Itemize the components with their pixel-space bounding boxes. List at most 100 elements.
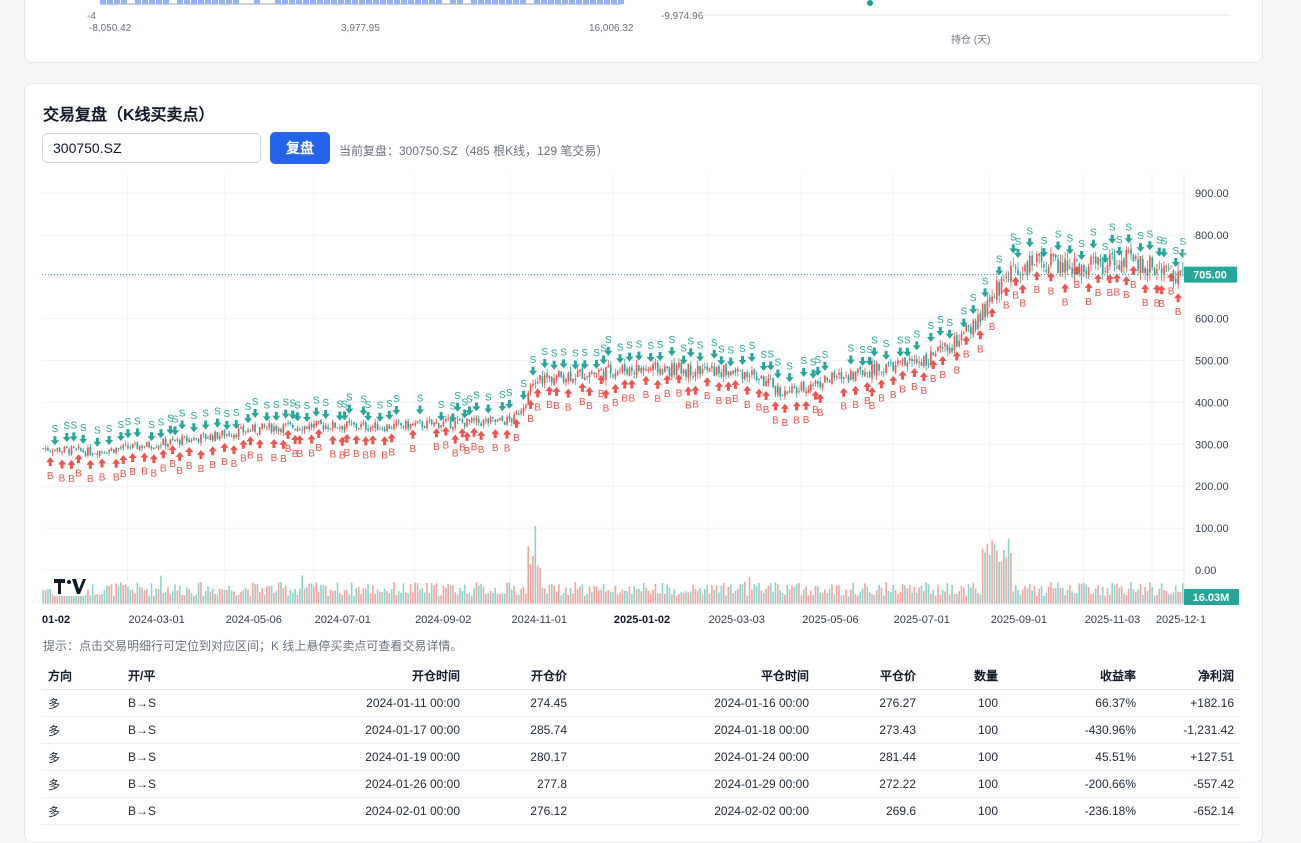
buy-marker[interactable]: B bbox=[352, 435, 361, 460]
sell-marker[interactable]: S bbox=[244, 402, 253, 424]
buy-marker[interactable]: B bbox=[112, 458, 121, 484]
sell-marker[interactable]: S bbox=[1124, 222, 1133, 244]
sell-marker[interactable]: S bbox=[785, 361, 794, 383]
buy-marker[interactable]: B bbox=[703, 377, 712, 402]
sell-marker[interactable]: S bbox=[1089, 228, 1098, 249]
buy-marker[interactable]: B bbox=[988, 308, 997, 333]
buy-marker[interactable]: B bbox=[910, 368, 919, 393]
sell-marker[interactable]: S bbox=[696, 341, 705, 362]
sell-marker[interactable]: S bbox=[580, 348, 589, 370]
buy-marker[interactable]: B bbox=[1072, 265, 1081, 291]
sell-marker[interactable]: S bbox=[448, 401, 457, 423]
sell-marker[interactable]: S bbox=[571, 348, 580, 370]
buy-marker[interactable]: B bbox=[938, 355, 947, 381]
buy-marker[interactable]: B bbox=[811, 390, 820, 416]
buy-marker[interactable]: B bbox=[620, 379, 629, 405]
sell-marker[interactable]: S bbox=[926, 321, 935, 342]
buy-marker[interactable]: B bbox=[1032, 271, 1041, 296]
sell-marker[interactable]: S bbox=[1054, 229, 1063, 251]
buy-marker[interactable]: B bbox=[307, 434, 316, 459]
buy-marker[interactable]: B bbox=[175, 451, 184, 477]
sell-marker[interactable]: S bbox=[251, 397, 260, 418]
sell-marker[interactable]: S bbox=[281, 398, 290, 419]
buy-marker[interactable]: B bbox=[1157, 285, 1166, 310]
buy-marker[interactable]: B bbox=[279, 439, 288, 465]
sell-marker[interactable]: S bbox=[616, 342, 625, 364]
buy-marker[interactable]: B bbox=[284, 429, 293, 455]
sell-marker[interactable]: S bbox=[710, 338, 719, 359]
buy-marker[interactable]: B bbox=[1152, 284, 1161, 309]
sell-marker[interactable]: S bbox=[79, 423, 88, 444]
sell-marker[interactable]: S bbox=[62, 421, 71, 442]
buy-marker[interactable]: B bbox=[1046, 272, 1055, 297]
buy-marker[interactable]: B bbox=[229, 445, 238, 470]
buy-marker[interactable]: B bbox=[463, 431, 472, 457]
buy-marker[interactable]: B bbox=[255, 439, 264, 464]
buy-marker[interactable]: B bbox=[526, 399, 535, 425]
sell-marker[interactable]: S bbox=[465, 394, 474, 416]
buy-marker[interactable]: B bbox=[691, 385, 700, 411]
sell-marker[interactable]: S bbox=[133, 416, 142, 438]
sell-marker[interactable]: S bbox=[679, 344, 688, 365]
sell-marker[interactable]: S bbox=[1155, 236, 1164, 257]
buy-marker[interactable]: B bbox=[877, 379, 886, 404]
sell-marker[interactable]: S bbox=[1101, 242, 1110, 264]
buy-marker[interactable]: B bbox=[1011, 276, 1020, 302]
sell-marker[interactable]: S bbox=[766, 350, 775, 371]
buy-marker[interactable]: B bbox=[545, 386, 554, 411]
buy-marker[interactable]: B bbox=[408, 429, 417, 455]
sell-marker[interactable]: S bbox=[178, 408, 187, 430]
buy-marker[interactable]: B bbox=[477, 430, 486, 456]
sell-marker[interactable]: S bbox=[667, 335, 676, 357]
sell-marker[interactable]: S bbox=[882, 339, 891, 360]
sell-marker[interactable]: S bbox=[364, 400, 373, 421]
buy-marker[interactable]: B bbox=[196, 449, 205, 475]
sell-marker[interactable]: S bbox=[813, 355, 822, 376]
buy-marker[interactable]: B bbox=[863, 381, 872, 407]
sell-marker[interactable]: S bbox=[385, 399, 394, 420]
sell-marker[interactable]: S bbox=[759, 350, 768, 372]
sell-marker[interactable]: S bbox=[335, 400, 344, 421]
buy-marker[interactable]: B bbox=[451, 434, 460, 460]
buy-marker[interactable]: B bbox=[380, 436, 389, 461]
buy-marker[interactable]: B bbox=[86, 459, 95, 485]
sell-marker[interactable]: S bbox=[799, 356, 808, 377]
buy-marker[interactable]: B bbox=[246, 436, 255, 461]
buy-marker[interactable]: B bbox=[976, 330, 985, 355]
buy-marker[interactable]: B bbox=[58, 459, 67, 484]
sell-marker[interactable]: S bbox=[302, 401, 311, 423]
sell-marker[interactable]: S bbox=[903, 336, 912, 357]
sell-marker[interactable]: S bbox=[312, 396, 321, 417]
sell-marker[interactable]: S bbox=[969, 293, 978, 315]
buy-marker[interactable]: B bbox=[674, 374, 683, 399]
sell-marker[interactable]: S bbox=[484, 392, 493, 414]
sell-marker[interactable]: S bbox=[809, 358, 818, 379]
sell-marker[interactable]: S bbox=[1013, 237, 1022, 258]
buy-marker[interactable]: B bbox=[1141, 284, 1150, 309]
buy-marker[interactable]: B bbox=[368, 435, 377, 460]
sell-marker[interactable]: S bbox=[1115, 235, 1124, 256]
kline-chart[interactable]: BSBSBSBSBSBSBSBSBSBSBSBSBSBSBSBSBSBSBSBS… bbox=[42, 174, 1240, 636]
buy-marker[interactable]: B bbox=[98, 458, 107, 483]
sell-marker[interactable]: S bbox=[995, 254, 1004, 276]
buy-marker[interactable]: B bbox=[929, 359, 938, 385]
buy-marker[interactable]: B bbox=[771, 401, 780, 426]
sell-marker[interactable]: S bbox=[123, 417, 132, 439]
buy-marker[interactable]: B bbox=[128, 452, 137, 478]
buy-marker[interactable]: B bbox=[1174, 293, 1183, 318]
sell-marker[interactable]: S bbox=[646, 341, 655, 363]
sell-marker[interactable]: S bbox=[415, 393, 424, 415]
sell-marker[interactable]: S bbox=[959, 307, 968, 328]
buy-marker[interactable]: B bbox=[627, 379, 636, 405]
buy-marker[interactable]: B bbox=[898, 370, 907, 396]
buy-marker[interactable]: B bbox=[1084, 282, 1093, 308]
sell-marker[interactable]: S bbox=[981, 276, 990, 298]
sell-marker[interactable]: S bbox=[820, 350, 829, 371]
trade-row[interactable]: 多 B→S 2024-01-19 00:00 280.17 2024-01-24 00:… bbox=[42, 743, 1240, 771]
sell-marker[interactable]: S bbox=[528, 355, 537, 376]
buy-marker[interactable]: B bbox=[889, 375, 898, 401]
trade-row[interactable]: 多 B→S 2024-01-26 00:00 277.8 2024-01-29 00:0… bbox=[42, 770, 1240, 798]
sell-marker[interactable]: S bbox=[166, 414, 175, 435]
buy-marker[interactable]: B bbox=[432, 428, 441, 453]
sell-marker[interactable]: S bbox=[262, 400, 271, 422]
